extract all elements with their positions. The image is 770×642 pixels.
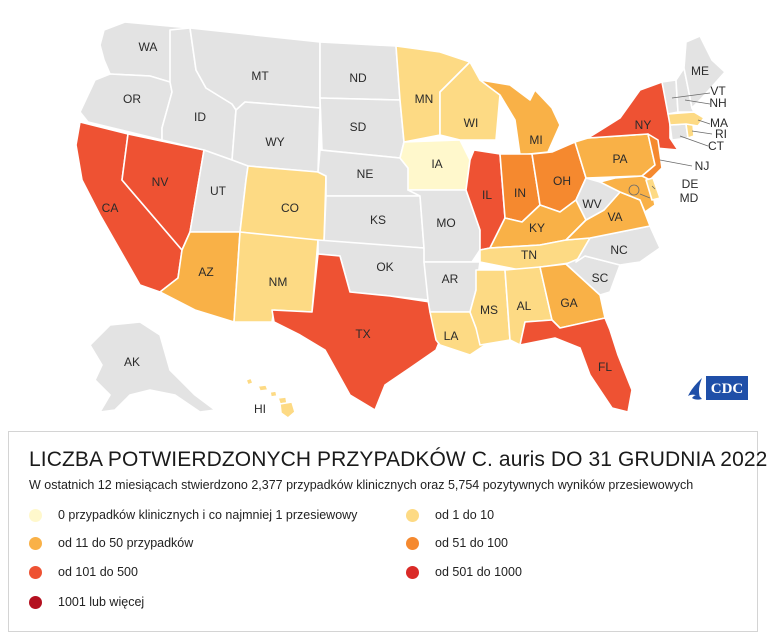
legend-item-screening-only: 0 przypadków klinicznych i co najmniej 1… — [29, 508, 357, 522]
label-ak: AK — [124, 355, 140, 369]
us-choropleth-map: WA OR CA NV ID MT WY UT AZ CO NM ND SD N… — [75, 21, 728, 419]
label-nm: NM — [269, 275, 288, 289]
label-ks: KS — [370, 213, 386, 227]
label-de: DE — [682, 177, 699, 191]
legend-swatch — [406, 565, 419, 579]
state-ak[interactable] — [89, 321, 216, 413]
label-wy: WY — [265, 135, 284, 149]
label-sd: SD — [350, 120, 367, 134]
cdc-logo: CDC — [688, 376, 748, 400]
label-wv: WV — [582, 197, 601, 211]
label-ny: NY — [635, 118, 652, 132]
label-az: AZ — [198, 265, 213, 279]
label-mi: MI — [529, 133, 542, 147]
label-ca: CA — [102, 201, 119, 215]
callout-ri — [691, 130, 713, 135]
legend-item-1001-plus: 1001 lub więcej — [29, 595, 144, 609]
legend-swatch — [406, 508, 419, 522]
legend-item-1-10: od 1 do 10 — [406, 508, 494, 522]
label-pa: PA — [612, 152, 627, 166]
state-tx[interactable] — [271, 253, 441, 411]
label-ut: UT — [210, 184, 227, 198]
label-fl: FL — [598, 360, 612, 374]
label-in: IN — [514, 186, 526, 200]
legend-label: od 101 do 500 — [58, 565, 138, 579]
label-tn: TN — [521, 248, 537, 262]
label-ne: NE — [357, 167, 374, 181]
label-ar: AR — [442, 272, 459, 286]
legend-subtitle: W ostatnich 12 miesiącach stwierdzono 2,… — [29, 478, 694, 492]
label-vt: VT — [710, 84, 726, 98]
label-ri: RI — [715, 127, 727, 141]
label-nj: NJ — [695, 159, 710, 173]
legend-title: LICZBA POTWIERDZONYCH PRZYPADKÓW C. auri… — [29, 448, 768, 471]
callout-nj — [659, 159, 693, 167]
legend-label: od 501 do 1000 — [435, 565, 522, 579]
legend-label: 0 przypadków klinicznych i co najmniej 1… — [58, 508, 358, 522]
label-id: ID — [194, 110, 206, 124]
label-hi: HI — [254, 402, 266, 416]
label-wi: WI — [464, 116, 479, 130]
label-mt: MT — [251, 69, 269, 83]
label-nv: NV — [152, 175, 169, 189]
state-fl[interactable] — [519, 317, 633, 413]
legend-swatch — [406, 536, 419, 550]
legend-swatch — [29, 565, 42, 579]
legend-panel: LICZBA POTWIERDZONYCH PRZYPADKÓW C. auri… — [8, 431, 767, 632]
label-mn: MN — [415, 92, 434, 106]
legend-label: 1001 lub więcej — [58, 595, 145, 609]
legend-swatch — [29, 595, 42, 609]
state-md[interactable] — [599, 175, 656, 213]
label-sc: SC — [592, 271, 609, 285]
label-or: OR — [123, 92, 141, 106]
label-ms: MS — [480, 303, 498, 317]
legend-item-51-100: od 51 do 100 — [406, 536, 508, 550]
callout-md-circle — [628, 184, 640, 196]
legend-label: od 11 do 50 przypadków — [58, 536, 194, 550]
state-de[interactable] — [645, 177, 661, 201]
label-wa: WA — [139, 40, 158, 54]
cdc-logo-box — [706, 376, 748, 400]
hhs-eagle-icon — [688, 378, 702, 400]
state-hi[interactable] — [245, 377, 296, 419]
callout-vt — [671, 92, 711, 99]
callout-nh — [684, 99, 711, 105]
label-al: AL — [517, 299, 532, 313]
callout-md — [639, 193, 651, 199]
label-va: VA — [607, 210, 622, 224]
label-ga: GA — [560, 296, 577, 310]
state-wi[interactable] — [439, 61, 501, 141]
cdc-logo-text: CDC — [711, 381, 744, 397]
label-co: CO — [281, 201, 299, 215]
legend-swatch — [29, 508, 42, 522]
legend-item-501-1000: od 501 do 1000 — [406, 565, 522, 579]
label-la: LA — [444, 329, 459, 343]
legend-swatch — [29, 536, 42, 550]
state-ma[interactable] — [667, 111, 705, 127]
callout-ma — [697, 119, 711, 125]
label-me: ME — [691, 64, 709, 78]
label-ky: KY — [529, 221, 545, 235]
callout-ct — [679, 135, 709, 147]
label-ok: OK — [376, 260, 393, 274]
label-ma: MA — [710, 116, 728, 130]
label-tx: TX — [355, 327, 370, 341]
callout-de — [651, 185, 656, 190]
state-mi[interactable] — [479, 79, 561, 156]
label-nc: NC — [610, 243, 628, 257]
legend-item-11-50: od 11 do 50 przypadków — [29, 536, 193, 550]
label-nh: NH — [709, 96, 726, 110]
label-nd: ND — [349, 71, 367, 85]
legend-label: od 51 do 100 — [435, 536, 508, 550]
label-md: MD — [680, 191, 699, 205]
legend-item-101-500: od 101 do 500 — [29, 565, 138, 579]
label-ia: IA — [431, 157, 442, 171]
label-ct: CT — [708, 139, 725, 153]
legend-label: od 1 do 10 — [435, 508, 495, 522]
label-mo: MO — [436, 216, 455, 230]
label-il: IL — [482, 188, 492, 202]
state-me[interactable] — [683, 35, 726, 109]
label-oh: OH — [553, 174, 571, 188]
